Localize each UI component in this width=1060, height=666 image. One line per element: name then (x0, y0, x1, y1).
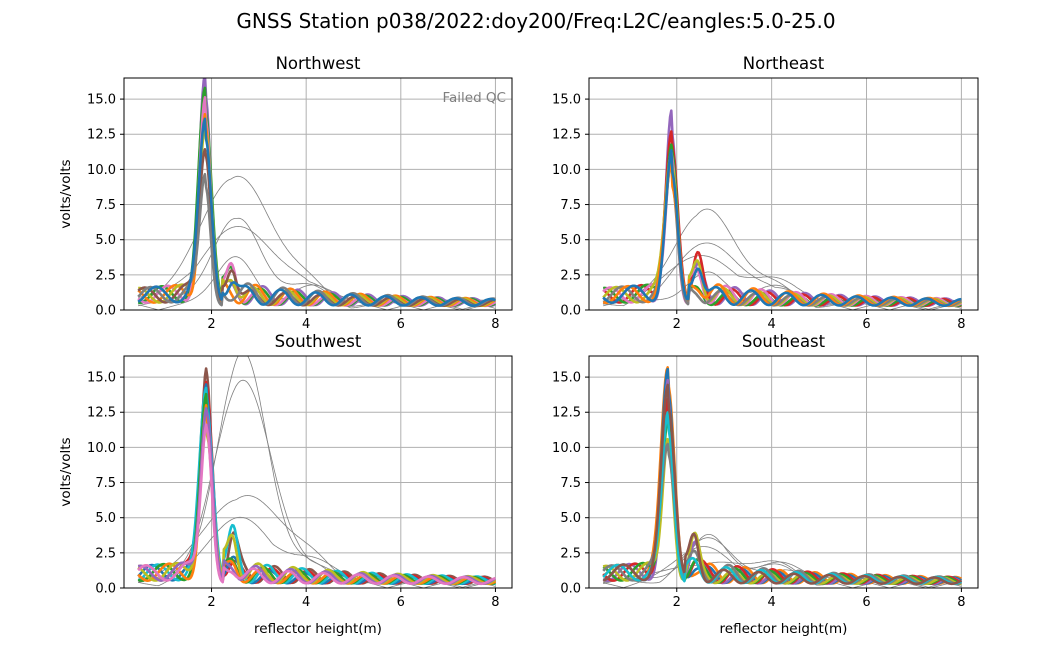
y-tick-label: 12.5 (552, 128, 581, 143)
x-tick-label: 2 (207, 317, 215, 332)
x-tick-label: 6 (862, 317, 870, 332)
series-line (137, 423, 496, 586)
series-line (137, 117, 496, 307)
failed-qc-curve (138, 225, 496, 310)
panel-southeast: 2 4 6 8 0.0 2.5 5.0 7.5 10.0 12.5 15.0 Southeast ref… (552, 332, 979, 637)
panel-southwest: 2 4 6 8 0.0 2.5 5.0 7.5 10.0 12.5 15.0 Southwest vol… (58, 332, 513, 637)
y-tick-label: 10.0 (87, 163, 116, 178)
x-tick-label: 8 (957, 595, 965, 610)
y-tick-label: 2.5 (560, 268, 581, 283)
series-line (137, 386, 496, 585)
y-tick-label: 7.5 (560, 198, 581, 213)
x-tick-label: 6 (862, 595, 870, 610)
panel-title: Southwest (275, 332, 362, 351)
y-tick-label: 5.0 (560, 233, 581, 248)
x-tick-label: 4 (302, 317, 310, 332)
series-line (602, 383, 962, 586)
y-tick-label: 0.0 (95, 582, 116, 597)
y-tick-label: 15.0 (552, 93, 581, 108)
series-group (137, 78, 497, 310)
y-tick-label: 2.5 (95, 546, 116, 561)
failed-qc-label: Failed QC (442, 90, 506, 106)
y-tick-label: 5.0 (95, 233, 116, 248)
y-tick-label: 10.0 (552, 163, 581, 178)
y-tick-label: 10.0 (87, 441, 116, 456)
y-tick-label: 5.0 (560, 511, 581, 526)
series-line (602, 149, 962, 307)
y-tick-label: 2.5 (95, 268, 116, 283)
panel-northwest: 2 4 6 8 0.0 2.5 5.0 7.5 10.0 12.5 15.0 Northwest Fai… (58, 54, 513, 332)
y-tick-label: 15.0 (552, 371, 581, 386)
figure-title: GNSS Station p038/2022:doy200/Freq:L2C/e… (236, 9, 835, 33)
y-axis-label: volts/volts (58, 159, 74, 228)
axes-frame (588, 355, 979, 589)
series-group (602, 109, 963, 310)
y-tick-label: 5.0 (95, 511, 116, 526)
x-tick-label: 4 (767, 317, 775, 332)
panel-title: Northeast (743, 54, 825, 73)
axes-frame (123, 355, 513, 589)
x-tick-label: 8 (957, 317, 965, 332)
axes-frame (588, 77, 979, 311)
x-tick-label: 8 (491, 595, 499, 610)
panel-title: Northwest (276, 54, 361, 73)
x-tick-label: 2 (673, 317, 681, 332)
x-axis-label: reflector height(m) (254, 621, 382, 637)
y-axis-label: volts/volts (58, 437, 74, 506)
x-tick-label: 8 (491, 317, 499, 332)
y-tick-label: 0.0 (560, 304, 581, 319)
y-tick-label: 7.5 (95, 476, 116, 491)
panel-northeast: 2 4 6 8 0.0 2.5 5.0 7.5 10.0 12.5 15.0 Northeast (552, 54, 979, 332)
y-tick-label: 12.5 (552, 406, 581, 421)
y-tick-label: 15.0 (87, 93, 116, 108)
y-tick-label: 0.0 (560, 582, 581, 597)
series-group (602, 366, 963, 588)
x-axis-label: reflector height(m) (720, 621, 848, 637)
y-tick-label: 7.5 (95, 198, 116, 213)
y-tick-label: 2.5 (560, 546, 581, 561)
x-tick-label: 6 (397, 317, 405, 332)
failed-qc-curve (603, 242, 962, 310)
y-tick-label: 12.5 (87, 406, 116, 421)
x-tick-label: 4 (302, 595, 310, 610)
y-tick-label: 7.5 (560, 476, 581, 491)
axes-frame (123, 77, 513, 311)
panel-title: Southeast (742, 332, 826, 351)
series-group (137, 356, 497, 588)
y-tick-label: 0.0 (95, 304, 116, 319)
x-tick-label: 4 (767, 595, 775, 610)
x-tick-label: 2 (207, 595, 215, 610)
y-tick-label: 10.0 (552, 441, 581, 456)
y-tick-label: 12.5 (87, 128, 116, 143)
x-tick-label: 6 (397, 595, 405, 610)
x-tick-label: 2 (673, 595, 681, 610)
y-tick-label: 15.0 (87, 371, 116, 386)
